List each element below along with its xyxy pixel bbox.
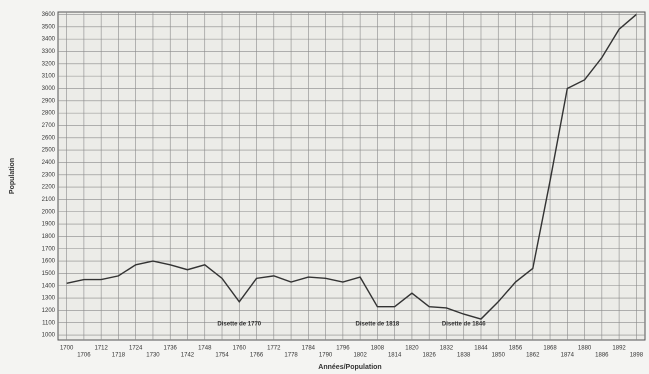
y-tick-label: 2500 [42, 148, 56, 154]
x-tick-label: 1724 [129, 346, 143, 352]
y-tick-label: 1000 [42, 333, 56, 339]
y-tick-label: 2800 [42, 111, 56, 117]
y-tick-label: 3100 [42, 74, 56, 80]
x-tick-label: 1856 [509, 346, 523, 352]
x-tick-label: 1736 [164, 346, 178, 352]
y-tick-label: 2900 [42, 98, 56, 104]
x-tick-label: 1820 [405, 346, 419, 352]
y-tick-label: 3000 [42, 86, 56, 92]
y-axis-label: Population [9, 158, 16, 194]
x-tick-label: 1796 [336, 346, 350, 352]
y-tick-label: 1900 [42, 222, 56, 228]
x-tick-label: 1868 [543, 346, 557, 352]
x-tick-label: 1832 [440, 346, 454, 352]
x-tick-label: 1748 [198, 346, 212, 352]
y-tick-label: 2600 [42, 135, 56, 141]
y-tick-label: 1800 [42, 234, 56, 240]
x-tick-label: 1814 [388, 353, 402, 359]
x-tick-label: 1730 [146, 353, 160, 359]
x-tick-label: 1874 [561, 353, 575, 359]
annotation: Disette de 1846 [442, 322, 486, 328]
x-tick-label: 1790 [319, 353, 333, 359]
x-tick-label: 1802 [353, 353, 367, 359]
x-tick-label: 1826 [423, 353, 437, 359]
data-line [66, 13, 637, 320]
y-tick-label: 2400 [42, 160, 56, 166]
x-tick-label: 1700 [60, 346, 74, 352]
y-tick-label: 3200 [42, 61, 56, 67]
x-tick-label: 1838 [457, 353, 471, 359]
x-tick-label: 1706 [77, 353, 91, 359]
x-tick-label: 1892 [612, 346, 626, 352]
y-tick-label: 2200 [42, 185, 56, 191]
y-tick-label: 3500 [42, 24, 56, 30]
y-tick-label: 3300 [42, 49, 56, 55]
x-axis-label: Années/Population [318, 364, 381, 371]
x-tick-label: 1772 [267, 346, 281, 352]
y-tick-label: 2000 [42, 209, 56, 215]
x-tick-label: 1742 [181, 353, 195, 359]
x-tick-label: 1784 [302, 346, 316, 352]
y-tick-label: 1500 [42, 271, 56, 277]
plot-area [57, 11, 646, 341]
x-tick-label: 1760 [233, 346, 247, 352]
x-tick-label: 1898 [630, 353, 644, 359]
x-tick-label: 1844 [474, 346, 488, 352]
y-tick-label: 1400 [42, 283, 56, 289]
x-tick-label: 1754 [215, 353, 229, 359]
x-tick-label: 1778 [284, 353, 298, 359]
y-tick-label: 2300 [42, 172, 56, 178]
y-tick-label: 1300 [42, 296, 56, 302]
annotation: Disette de 1770 [217, 322, 261, 328]
y-tick-label: 1700 [42, 246, 56, 252]
x-tick-label: 1712 [94, 346, 108, 352]
x-tick-label: 1766 [250, 353, 264, 359]
x-tick-label: 1850 [492, 353, 506, 359]
annotation: Disette de 1818 [356, 322, 400, 328]
y-tick-label: 1100 [42, 320, 56, 326]
y-tick-label: 1200 [42, 308, 56, 314]
x-tick-label: 1808 [371, 346, 385, 352]
y-tick-label: 2100 [42, 197, 56, 203]
x-tick-label: 1718 [112, 353, 126, 359]
x-tick-label: 1862 [526, 353, 540, 359]
x-tick-label: 1880 [578, 346, 592, 352]
x-tick-label: 1886 [595, 353, 609, 359]
y-tick-label: 3600 [42, 12, 56, 18]
y-tick-label: 3400 [42, 37, 56, 43]
y-tick-label: 2700 [42, 123, 56, 129]
y-tick-label: 1600 [42, 259, 56, 265]
